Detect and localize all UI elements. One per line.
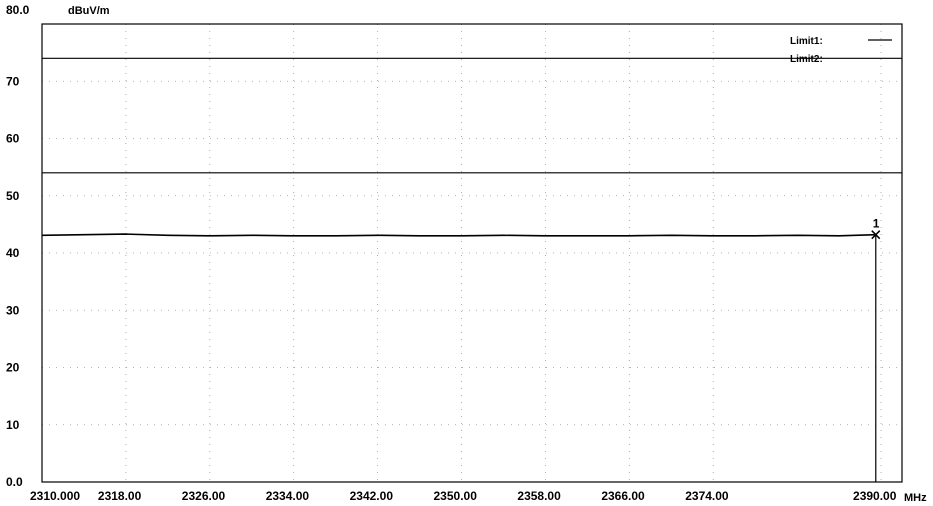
y-tick-label-5: 50 — [6, 189, 20, 203]
x-tick-label-7: 2366.00 — [601, 489, 645, 503]
x-tick-label-2: 2326.00 — [182, 489, 226, 503]
marker-cross-0 — [871, 230, 881, 240]
series-layer — [41, 57, 902, 237]
x-tick-label-3: 2334.00 — [266, 489, 310, 503]
x-tick-label-4: 2342.00 — [350, 489, 394, 503]
x-tick-label-9: 2390.00 — [853, 489, 897, 503]
x-tick-label-0: 2310.000 — [30, 489, 80, 503]
y-tick-label-7: 70 — [6, 74, 20, 88]
grid — [42, 24, 902, 482]
x-tick-label-6: 2358.00 — [517, 489, 561, 503]
x-tick-label-1: 2318.00 — [98, 489, 142, 503]
legend: Limit1: Limit2: — [790, 36, 892, 65]
legend-entry-limit1: Limit1: — [790, 36, 823, 47]
series-line-2 — [41, 233, 876, 237]
x-tick-label-8: 2374.00 — [685, 489, 729, 503]
y-tick-labels: 0.0 10 20 30 40 50 60 70 80.0 — [6, 3, 30, 489]
y-tick-label-3: 30 — [6, 303, 20, 317]
y-tick-label-8: 80.0 — [6, 3, 30, 17]
y-tick-label-2: 20 — [6, 361, 20, 375]
y-axis-unit: dBuV/m — [68, 5, 110, 17]
y-tick-label-4: 40 — [6, 246, 20, 260]
plot-frame — [41, 23, 903, 483]
legend-entry-limit2: Limit2: — [790, 54, 823, 65]
x-tick-labels: 2310.000 2318.00 2326.00 2334.00 2342.00 2350… — [30, 489, 897, 503]
y-tick-label-6: 60 — [6, 132, 20, 146]
y-tick-label-1: 10 — [6, 418, 20, 432]
x-tick-label-5: 2350.00 — [434, 489, 478, 503]
y-tick-label-0: 0.0 — [6, 475, 23, 489]
x-axis-unit: MHz — [904, 492, 927, 504]
marker-layer: 1 — [871, 217, 881, 482]
marker-label-0: 1 — [873, 217, 880, 231]
